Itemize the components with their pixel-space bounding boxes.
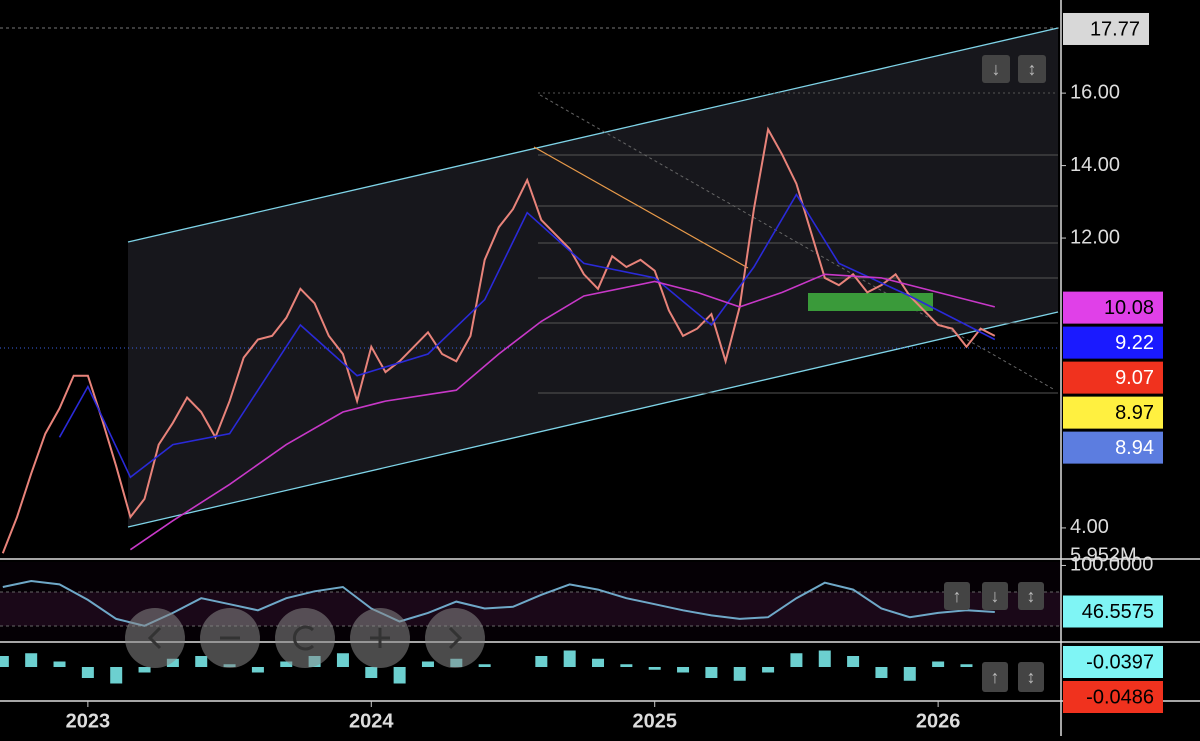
- y-tick-label: 14.00: [1070, 154, 1120, 176]
- histogram-bar: [563, 650, 576, 667]
- histogram-bar: [421, 661, 434, 667]
- price-panel: [1, 126, 996, 554]
- histogram-bar: [393, 667, 406, 684]
- price-marker: 8.97: [1115, 402, 1154, 424]
- histogram-bar: [478, 664, 491, 667]
- histogram-bar: [138, 667, 151, 673]
- macd-marker: -0.0397: [1086, 651, 1154, 673]
- histogram-bar: [847, 656, 860, 667]
- histogram-bar: [592, 658, 605, 667]
- line-series: [58, 193, 996, 479]
- svg-text:↕: ↕: [1027, 586, 1036, 606]
- svg-text:↓: ↓: [991, 586, 1000, 606]
- histogram-bar: [280, 661, 293, 667]
- histogram-bar: [251, 667, 264, 673]
- price-marker: 9.22: [1115, 332, 1154, 354]
- price-marker: 10.08: [1104, 297, 1154, 319]
- histogram-bar: [365, 667, 378, 678]
- histogram-bar: [903, 667, 916, 681]
- price-marker: 8.94: [1115, 437, 1154, 459]
- histogram-bar: [818, 650, 831, 667]
- svg-text:↓: ↓: [992, 59, 1001, 79]
- line-series: [129, 273, 995, 551]
- chart-buttons[interactable]: [944, 55, 1046, 692]
- top-marker: 17.77: [1090, 18, 1140, 40]
- y-tick-label: 16.00: [1070, 81, 1120, 103]
- price-marker-box: [1063, 361, 1163, 394]
- channel-lower: [127, 311, 1059, 528]
- y-tick-label: 100.0000: [1070, 554, 1153, 576]
- x-tick-label: 2025: [632, 710, 677, 732]
- histogram-bar: [53, 661, 66, 667]
- macd-series: [0, 650, 1001, 684]
- x-tick-label: 2026: [916, 710, 961, 732]
- channel-upper: [127, 27, 1059, 243]
- price-marker: 9.07: [1115, 367, 1154, 389]
- svg-text:↕: ↕: [1028, 59, 1037, 79]
- histogram-bar: [762, 667, 775, 673]
- svg-text:↕: ↕: [1027, 667, 1036, 687]
- histogram-bar: [932, 661, 945, 667]
- macd-marker-box: [1063, 646, 1163, 678]
- price-marker-box: [1063, 291, 1163, 324]
- x-tick-label: 2023: [66, 710, 111, 732]
- support-zone: [808, 293, 933, 311]
- histogram-bar: [875, 667, 888, 678]
- volume-label: 5.952M: [1070, 544, 1137, 566]
- y-tick-label: 12.00: [1070, 226, 1120, 248]
- histogram-bar: [535, 656, 548, 667]
- zoom-controls[interactable]: [125, 608, 485, 668]
- axis: 4.00 12.00 14.00 16.00 2023 2024 2025 2026 17.77…: [66, 12, 1163, 732]
- rsi-marker-box: [1063, 595, 1163, 628]
- macd-marker-box: [1063, 681, 1163, 713]
- price-marker-box: [1063, 396, 1163, 429]
- histogram-bar: [677, 667, 690, 673]
- histogram-bar: [110, 667, 123, 684]
- fib-diagonal: [539, 94, 1056, 391]
- histogram-bar: [733, 667, 746, 681]
- line-series: [1, 126, 996, 554]
- histogram-bar: [336, 653, 349, 667]
- histogram-bar: [25, 653, 38, 667]
- histogram-bar: [195, 656, 208, 667]
- button-icons: ↓ ↕ ↑ ↓ ↕ ↑ ↕: [953, 59, 1037, 687]
- histogram-bar: [81, 667, 94, 678]
- x-tick-label: 2024: [349, 710, 394, 732]
- histogram-bar: [0, 656, 9, 667]
- price-marker-box: [1063, 326, 1163, 359]
- svg-text:↑: ↑: [953, 586, 962, 606]
- histogram-bar: [166, 658, 179, 667]
- histogram-bar: [620, 664, 633, 667]
- svg-text:↑: ↑: [991, 667, 1000, 687]
- y-tick-label: 4.00: [1070, 516, 1109, 538]
- histogram-bar: [960, 664, 973, 667]
- histogram-bar: [648, 667, 661, 670]
- macd-marker: -0.0486: [1086, 686, 1154, 708]
- top-marker-box: [1063, 12, 1149, 45]
- fib-lines: [538, 92, 1058, 394]
- histogram-bar: [790, 653, 803, 667]
- histogram-bar: [705, 667, 718, 678]
- trend-line: [533, 146, 749, 269]
- rsi-marker: 46.5575: [1082, 601, 1154, 623]
- price-marker-box: [1063, 431, 1163, 464]
